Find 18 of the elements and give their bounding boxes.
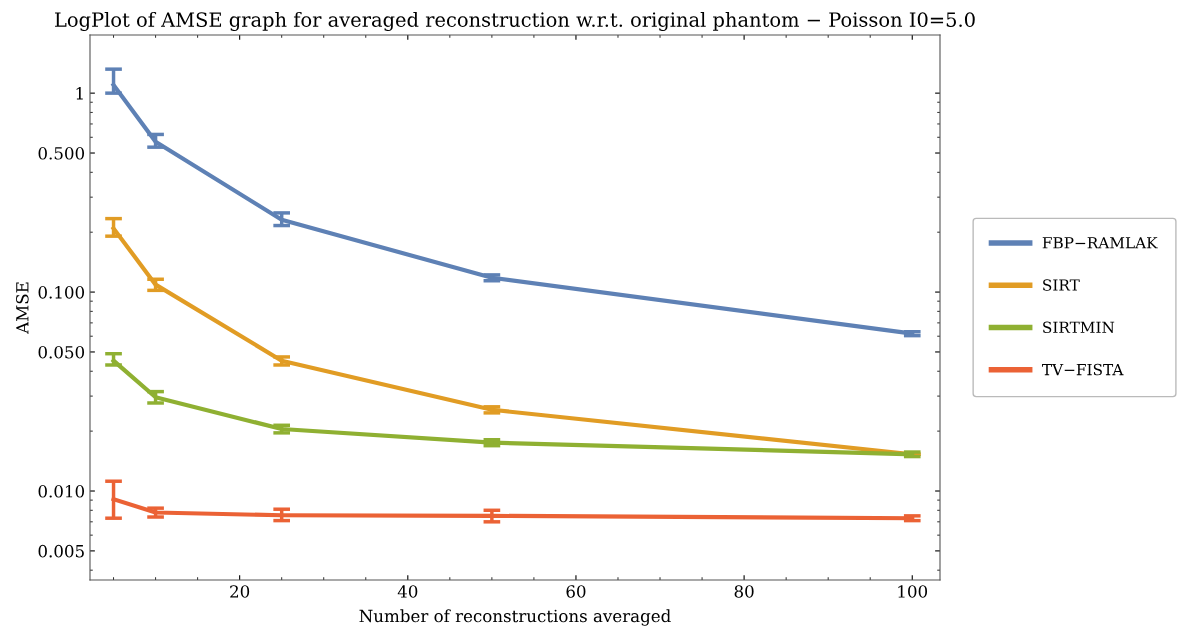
y-tick-label: 0.010 [38, 484, 85, 498]
x-tick-label: 40 [397, 585, 418, 598]
y-tick-label: 0.050 [38, 345, 85, 359]
x-tick-label: 100 [898, 585, 928, 598]
x-tick-label: 80 [734, 585, 754, 598]
x-tick-label: 60 [566, 585, 586, 598]
y-tick-label: 1 [76, 87, 83, 100]
legend-label: SIRT [1043, 279, 1080, 291]
chart-title: LogPlot of AMSE graph for averaged reconstruction w.r.t. original phantom − Poisson I0=5.0 [55, 11, 975, 31]
legend-label: FBP−RAMLAK [1042, 237, 1158, 249]
legend-label: SIRTMIN [1043, 321, 1115, 334]
y-tick-label: 0.100 [38, 286, 85, 299]
y-tick-label: 0.005 [38, 544, 84, 558]
y-axis-title: AMSE [16, 282, 29, 334]
legend-label: TV−FISTA [1042, 363, 1124, 376]
x-tick-label: 20 [230, 585, 250, 598]
y-tick-label: 0.500 [38, 146, 85, 160]
x-axis-title: Number of reconstructions averaged [359, 609, 671, 626]
